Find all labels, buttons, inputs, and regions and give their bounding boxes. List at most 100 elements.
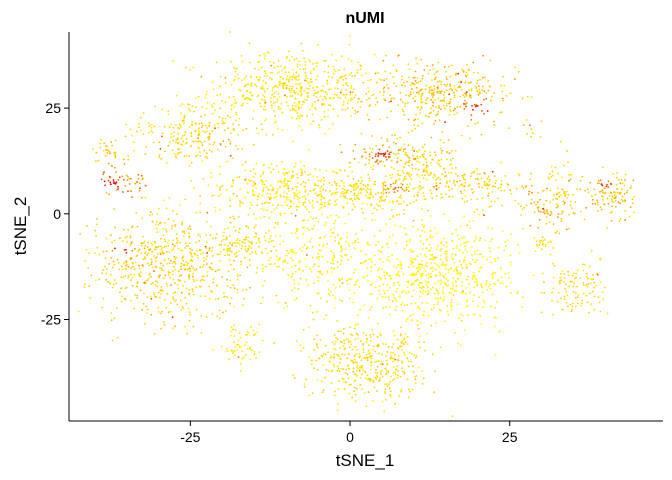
data-point [398, 213, 401, 216]
data-point [260, 123, 263, 125]
data-point [213, 206, 216, 209]
data-point [109, 181, 112, 184]
data-point [513, 78, 516, 80]
data-point [344, 169, 346, 172]
data-point [238, 239, 241, 242]
data-point [435, 188, 438, 191]
data-point [369, 293, 372, 295]
data-point [382, 144, 384, 146]
data-point [470, 118, 473, 121]
data-point [560, 213, 563, 216]
data-point [190, 258, 193, 261]
data-point [500, 276, 503, 279]
data-point [403, 208, 406, 211]
data-point [297, 269, 300, 271]
data-point [419, 235, 422, 238]
data-point [563, 203, 565, 206]
data-point [418, 327, 420, 330]
data-point [461, 175, 463, 177]
data-point [272, 239, 274, 242]
data-point [291, 107, 294, 110]
data-point [212, 80, 214, 83]
data-point [471, 254, 473, 256]
data-point [297, 206, 300, 208]
data-point [177, 287, 180, 290]
data-point [196, 254, 199, 257]
data-point [454, 184, 456, 187]
data-point [340, 245, 343, 248]
data-point [304, 197, 307, 200]
y-tick-label: 25 [45, 100, 61, 116]
data-point [308, 229, 310, 232]
data-point [365, 357, 367, 360]
data-point [581, 302, 583, 305]
data-point [458, 185, 460, 188]
data-point [354, 188, 357, 191]
data-point [195, 123, 198, 125]
data-point [579, 188, 582, 191]
data-point [238, 243, 241, 246]
data-point [471, 105, 473, 107]
data-point [343, 348, 346, 351]
data-point [250, 204, 253, 207]
data-point [263, 164, 265, 166]
data-point [453, 85, 456, 87]
data-point [451, 253, 453, 255]
data-point [505, 95, 508, 97]
data-point [221, 117, 224, 120]
data-point [566, 150, 568, 153]
data-point [329, 190, 331, 192]
data-point [452, 91, 455, 94]
data-point [222, 238, 225, 241]
data-point [77, 310, 80, 313]
data-point [147, 252, 150, 255]
data-point [455, 280, 457, 283]
data-point [142, 302, 145, 305]
data-point [417, 305, 420, 308]
data-point [316, 175, 319, 178]
data-point [509, 189, 512, 192]
data-point [362, 351, 365, 353]
data-point [412, 371, 415, 373]
data-point [353, 292, 355, 295]
data-point [441, 149, 443, 152]
data-point [96, 218, 98, 220]
data-point [291, 169, 294, 172]
data-point [399, 91, 402, 94]
data-point [292, 374, 294, 376]
data-point [156, 220, 158, 223]
data-point [299, 248, 301, 250]
data-point [333, 343, 336, 345]
data-point [236, 278, 239, 281]
data-point [445, 78, 448, 80]
data-point [462, 251, 465, 254]
data-point [396, 374, 399, 376]
data-point [388, 274, 391, 277]
data-point [465, 102, 468, 104]
data-point [368, 90, 370, 93]
data-point [456, 245, 458, 247]
data-point [324, 59, 327, 62]
data-point [275, 255, 278, 257]
data-point [252, 185, 254, 188]
data-point [199, 295, 202, 297]
data-point [236, 176, 239, 179]
data-point [338, 370, 341, 373]
data-point [587, 311, 590, 314]
data-point [337, 365, 339, 367]
data-point [338, 278, 340, 281]
data-point [359, 192, 362, 194]
data-point [624, 173, 627, 176]
data-point [249, 286, 252, 289]
data-point [563, 192, 566, 195]
data-point [422, 242, 425, 245]
data-point [325, 169, 328, 172]
data-point [195, 140, 198, 143]
data-point [227, 249, 230, 251]
data-point [573, 212, 576, 215]
data-point [262, 285, 264, 287]
data-point [123, 163, 126, 165]
data-point [387, 188, 390, 190]
data-point [326, 270, 329, 272]
data-point [456, 106, 459, 108]
